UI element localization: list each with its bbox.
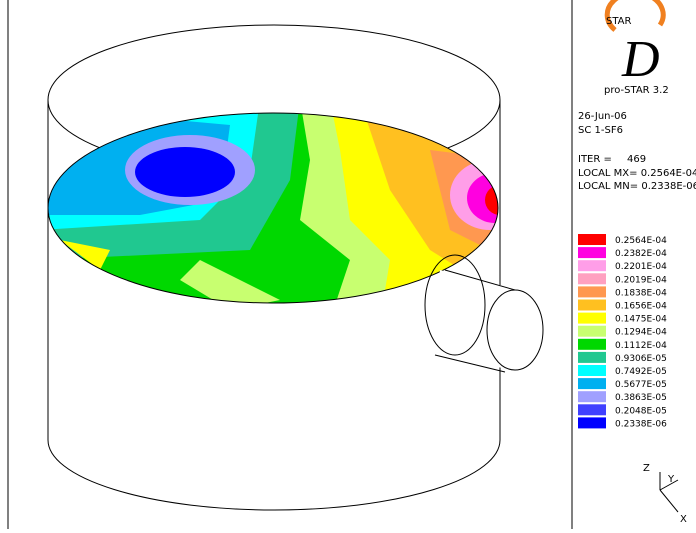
logo-brand: STAR — [606, 16, 632, 27]
legend-swatch — [578, 352, 606, 363]
pipe — [430, 270, 520, 370]
legend-label: 0.1294E-04 — [615, 328, 667, 338]
legend-label: 0.3863E-05 — [615, 393, 667, 403]
legend-swatch — [578, 404, 606, 415]
legend-label: 0.2564E-04 — [615, 236, 667, 246]
legend-label: 0.2382E-04 — [615, 249, 667, 259]
legend-swatch — [578, 247, 606, 258]
legend-swatch — [578, 417, 606, 428]
date: 26-Jun-06 — [578, 111, 627, 122]
legend-label: 0.2201E-04 — [615, 262, 667, 272]
product: pro-STAR 3.2 — [604, 85, 669, 96]
case: SC 1-SF6 — [578, 125, 623, 136]
legend-swatch — [578, 300, 606, 311]
iter-label: ITER = — [578, 154, 612, 165]
axis-z: Z — [643, 463, 650, 474]
legend-swatch — [578, 286, 606, 297]
viewport: STAR D pro-STAR 3.2 26-Jun-06 SC 1-SF6 I… — [0, 0, 696, 529]
cylinder-bottom — [48, 440, 500, 510]
legend-swatch — [578, 273, 606, 284]
legend-swatch — [578, 326, 606, 337]
legend-swatch — [578, 339, 606, 350]
local-min: LOCAL MN= 0.2338E-06 — [578, 181, 696, 192]
iter: 469 — [627, 154, 646, 165]
legend-label: 0.2338E-06 — [615, 419, 667, 429]
legend-label: 0.1838E-04 — [615, 288, 667, 298]
legend-swatch — [578, 234, 606, 245]
legend-label: 0.1475E-04 — [615, 315, 667, 325]
axis-x: X — [680, 514, 687, 525]
legend-label: 0.5677E-05 — [615, 380, 667, 390]
legend-swatch — [578, 313, 606, 324]
legend: 0.2564E-04 0.2382E-04 0.2201E-04 0.2019E-04… — [578, 234, 667, 429]
legend-label: 0.2048E-05 — [615, 406, 667, 416]
legend-swatch — [578, 260, 606, 271]
axis-y: Y — [667, 474, 675, 485]
legend-swatch — [578, 365, 606, 376]
legend-label: 0.9306E-05 — [615, 354, 667, 364]
legend-swatch — [578, 378, 606, 389]
legend-label: 0.7492E-05 — [615, 367, 667, 377]
legend-swatch — [578, 391, 606, 402]
legend-label: 0.2019E-04 — [615, 275, 667, 285]
local-max: LOCAL MX= 0.2564E-04 — [578, 168, 696, 179]
legend-label: 0.1112E-04 — [615, 341, 667, 351]
logo-letter: D — [621, 31, 660, 88]
legend-label: 0.1656E-04 — [615, 302, 667, 312]
